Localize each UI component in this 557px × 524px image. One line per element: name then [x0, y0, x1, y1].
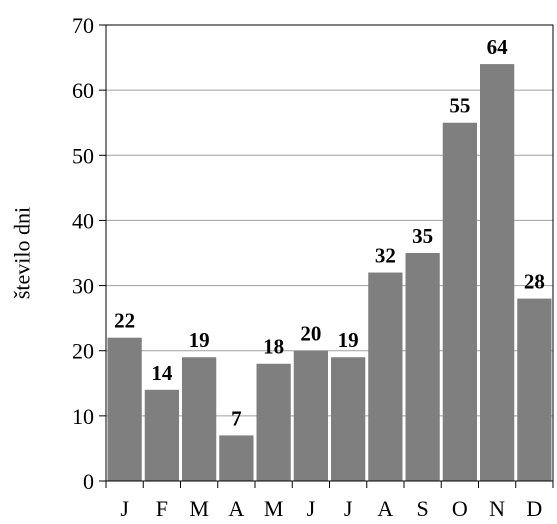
x-category-label: J: [344, 496, 353, 521]
bar: [442, 122, 477, 481]
bar: [182, 357, 217, 481]
data-label: 22: [114, 309, 135, 333]
data-label: 64: [487, 35, 509, 59]
x-category-label: J: [307, 496, 316, 521]
y-tick-label: 0: [83, 469, 94, 494]
data-label: 7: [231, 406, 242, 430]
x-category-label: N: [489, 496, 505, 521]
y-tick-label: 10: [72, 404, 94, 429]
x-category-label: O: [452, 496, 468, 521]
x-category-label: M: [264, 496, 284, 521]
data-labels: 22 14 19 7 18 20 19 32 35 55 64 28: [114, 35, 545, 430]
x-category-label: D: [526, 496, 542, 521]
data-label: 18: [263, 335, 284, 359]
data-label: 19: [338, 328, 359, 352]
x-category-label: J: [120, 496, 129, 521]
bar: [480, 64, 515, 481]
y-tick-label: 20: [72, 339, 94, 364]
data-label: 35: [412, 224, 433, 248]
bar: [517, 298, 552, 481]
data-label: 19: [189, 328, 210, 352]
y-tick-labels: 0 10 20 30 40 50 60 70: [72, 13, 94, 494]
y-tick-label: 50: [72, 143, 94, 168]
axes: [99, 24, 554, 488]
x-category-label: F: [156, 496, 168, 521]
x-category-label: S: [417, 496, 429, 521]
bar: [293, 350, 328, 481]
data-label: 55: [449, 94, 470, 118]
data-label: 32: [375, 244, 396, 268]
bars: [107, 64, 552, 481]
y-tick-label: 30: [72, 274, 94, 299]
x-category-label: A: [377, 496, 393, 521]
bar: [256, 363, 291, 481]
y-tick-label: 70: [72, 13, 94, 38]
data-label: 14: [151, 361, 173, 385]
plot-frame: [105, 24, 554, 482]
bar: [331, 357, 366, 481]
y-axis-title: število dni: [10, 207, 35, 299]
x-category-label: M: [189, 496, 209, 521]
bar: [107, 337, 142, 481]
y-tick-label: 40: [72, 208, 94, 233]
y-tick-label: 60: [72, 78, 94, 103]
bar: [368, 272, 403, 481]
data-label: 28: [524, 270, 545, 294]
bar: [405, 253, 440, 481]
bar: [144, 389, 179, 481]
data-label: 20: [300, 322, 321, 346]
x-category-label: A: [228, 496, 244, 521]
bar: [219, 435, 254, 481]
